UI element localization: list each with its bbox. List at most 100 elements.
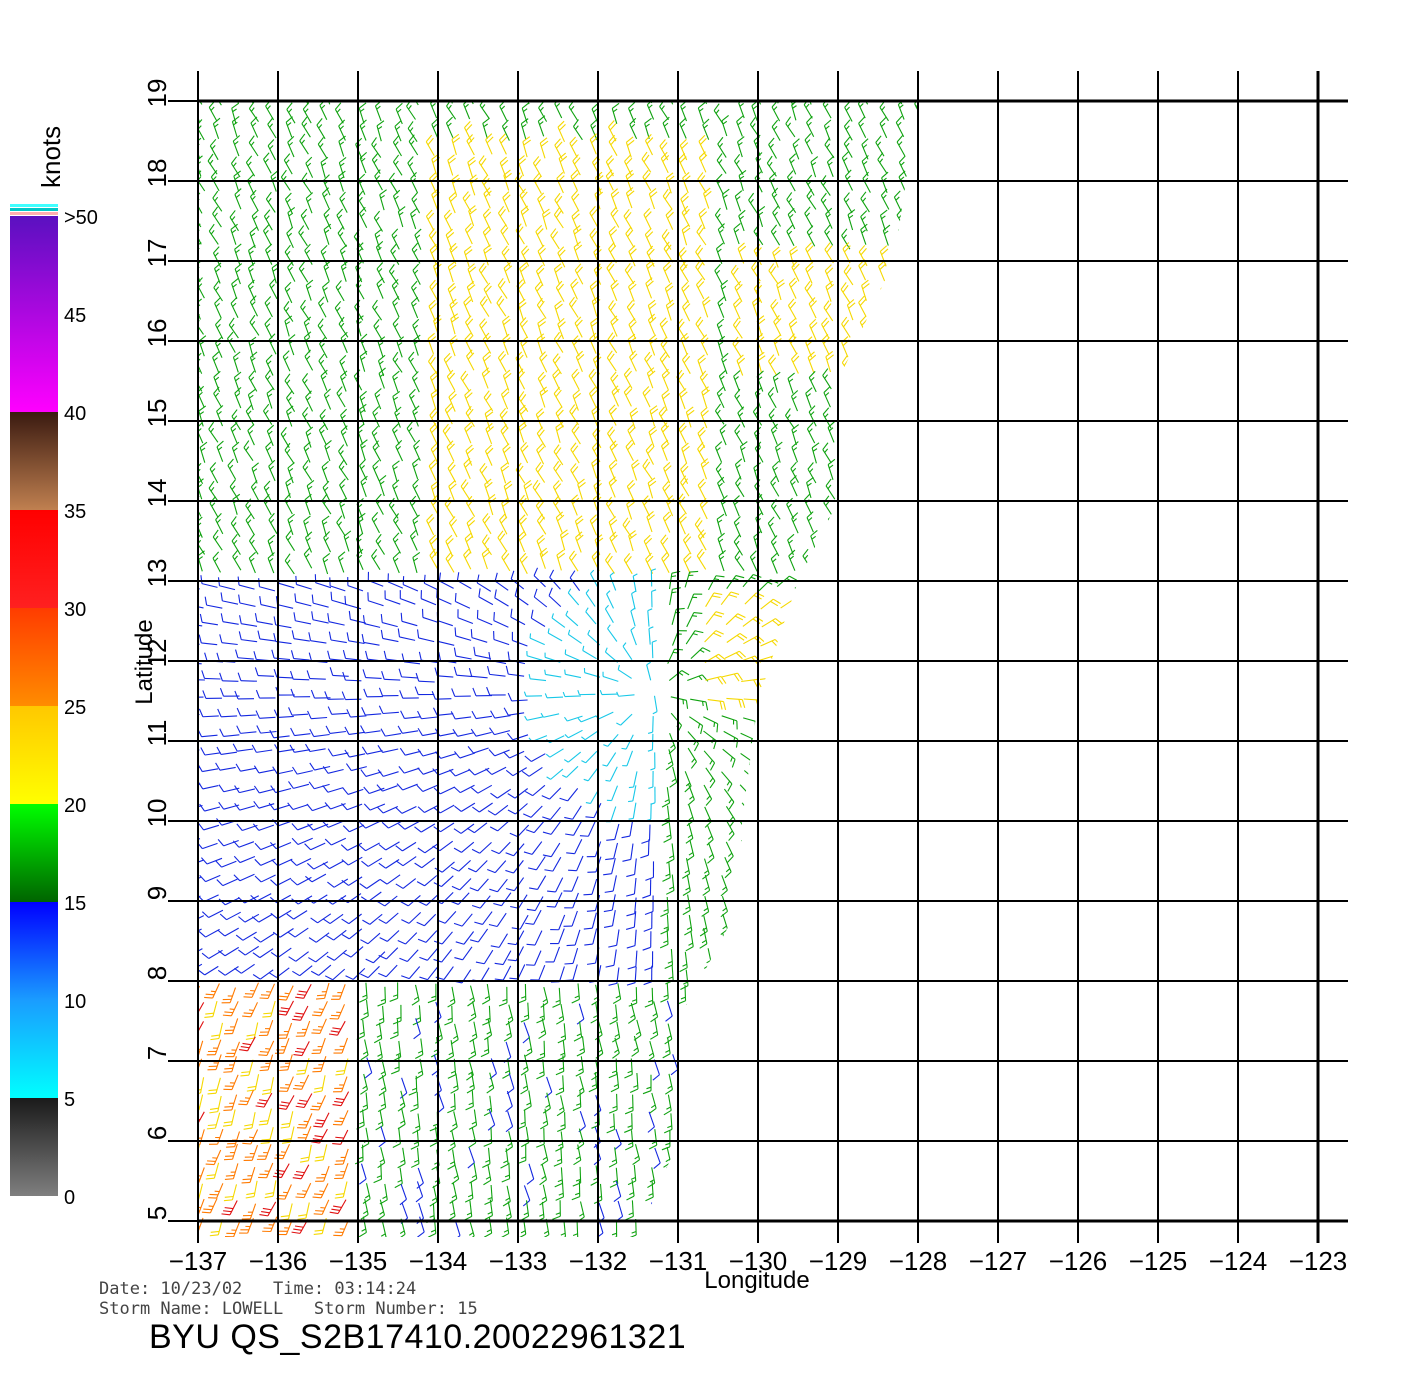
wind-barb	[453, 841, 475, 853]
wind-barb	[792, 138, 800, 160]
wind-barb	[715, 462, 725, 484]
wind-barb	[722, 1127, 731, 1149]
wind-barb	[235, 763, 257, 772]
wind-barb	[201, 1198, 218, 1214]
wind-barb	[953, 1163, 964, 1183]
wind-barb	[724, 856, 732, 879]
wind-barb	[626, 479, 636, 502]
wind-barb	[768, 983, 778, 1004]
wind-barb	[610, 279, 619, 302]
wind-barb	[956, 582, 977, 596]
wind-barb	[851, 968, 862, 990]
wind-barb	[846, 299, 856, 321]
wind-barb	[287, 135, 295, 158]
wind-barb	[868, 699, 888, 709]
wind-barb	[340, 370, 348, 392]
wind-barb	[408, 388, 417, 411]
wind-barb	[896, 406, 905, 428]
wind-barb	[480, 101, 489, 103]
wind-barb	[486, 665, 506, 677]
wind-barb	[241, 1166, 256, 1184]
wind-barb	[270, 877, 292, 886]
wind-barb	[629, 117, 638, 140]
wind-barb	[581, 730, 599, 741]
wind-barb	[524, 784, 546, 797]
wind-barb	[233, 371, 242, 393]
wind-barb	[858, 116, 867, 138]
wind-barb	[859, 1110, 868, 1132]
wind-barb	[220, 613, 239, 625]
wind-barb	[572, 1091, 582, 1111]
wind-barb	[660, 982, 669, 1003]
wind-barb	[478, 588, 494, 606]
wind-barb	[690, 698, 709, 711]
wind-barb	[881, 1112, 890, 1134]
wind-barb	[454, 627, 472, 641]
wind-barb	[451, 133, 461, 155]
wind-barb	[821, 317, 830, 339]
wind-barb	[432, 80, 446, 101]
wind-barb	[559, 788, 579, 802]
wind-barb	[647, 1167, 656, 1189]
wind-barb	[345, 763, 367, 772]
wind-barb	[663, 241, 674, 263]
wind-barb	[545, 748, 564, 758]
wind-barb	[503, 262, 513, 284]
wind-barb	[721, 1076, 729, 1098]
wind-barb	[206, 1039, 222, 1056]
wind-barb	[629, 350, 638, 372]
wind-barb	[721, 115, 729, 137]
wind-barb	[451, 1163, 460, 1185]
wind-barb	[209, 1095, 222, 1114]
wind-barb	[895, 459, 903, 481]
wind-barb	[811, 806, 826, 825]
wind-barb	[608, 459, 618, 482]
wind-barb	[820, 192, 831, 214]
wind-barb	[272, 1163, 290, 1179]
wind-barb	[788, 333, 798, 355]
wind-barb	[539, 137, 549, 159]
wind-barb	[536, 1201, 545, 1223]
wind-barb	[723, 730, 739, 748]
wind-barb	[410, 1091, 419, 1112]
wind-barb	[555, 406, 564, 428]
wind-barb	[844, 459, 852, 481]
wind-barb	[611, 385, 620, 407]
wind-barb	[324, 802, 346, 810]
wind-barb	[557, 120, 566, 143]
wind-barb	[198, 804, 203, 810]
wind-barb	[322, 820, 344, 828]
wind-barb	[739, 947, 747, 969]
wind-barb	[362, 615, 381, 628]
wind-barb	[849, 1129, 858, 1151]
wind-barb	[198, 696, 204, 698]
wind-barb	[661, 439, 670, 461]
wind-barb	[248, 135, 259, 157]
wind-barb	[590, 317, 599, 339]
wind-barb	[448, 516, 458, 538]
wind-barb	[354, 1144, 364, 1165]
wind-barb	[304, 243, 313, 265]
wind-barb	[428, 459, 438, 481]
wind-barb	[336, 386, 346, 408]
wind-barb	[332, 1110, 349, 1126]
wind-barb	[609, 1167, 619, 1188]
wind-barb	[445, 534, 454, 557]
wind-barb	[942, 585, 963, 599]
wind-barb	[787, 208, 796, 230]
wind-barb	[770, 475, 780, 497]
wind-barb	[236, 725, 257, 734]
wind-barb	[897, 334, 906, 356]
wind-barb	[260, 1127, 274, 1145]
wind-barb	[644, 63, 661, 83]
wind-barb	[451, 878, 472, 891]
wind-barb	[697, 172, 707, 194]
wind-barb	[898, 371, 906, 393]
wind-barb	[663, 461, 672, 484]
wind-barb	[703, 1036, 712, 1058]
wind-barb	[209, 1128, 224, 1145]
wind-barb	[358, 102, 367, 124]
wind-barb	[563, 876, 579, 892]
wind-barb	[870, 716, 890, 728]
wind-barb	[587, 629, 601, 646]
